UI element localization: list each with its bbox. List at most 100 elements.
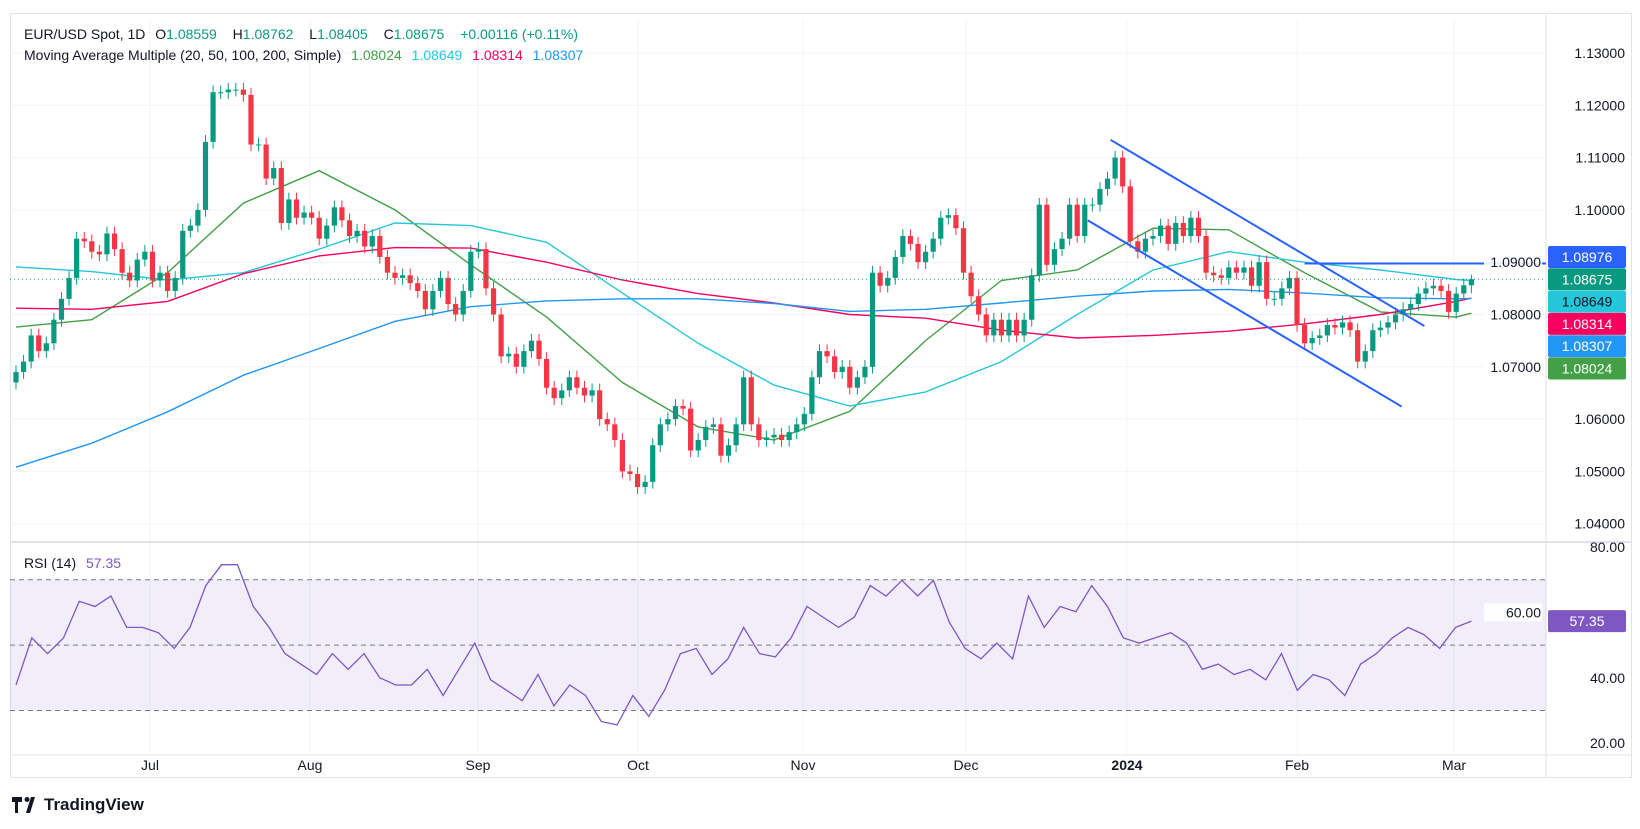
rsi-title[interactable]: RSI (14): [24, 555, 77, 571]
high-value: 1.08762: [242, 26, 294, 42]
candle-body: [240, 89, 246, 95]
candle-body: [801, 413, 807, 425]
candle-body: [930, 238, 936, 252]
candle-body: [1127, 186, 1133, 242]
rsi-axis-label: 60.00: [1506, 604, 1541, 620]
candle-body: [430, 290, 436, 310]
candle-body: [862, 366, 868, 378]
candle-body: [210, 92, 216, 142]
candle-body: [1203, 236, 1209, 273]
candle-body: [392, 272, 398, 278]
candle-body: [1453, 293, 1459, 312]
candle-body: [589, 390, 595, 396]
candle-body: [445, 277, 451, 305]
candle-body: [665, 419, 671, 425]
candle-body: [816, 351, 823, 378]
candle-body: [1218, 275, 1224, 278]
candle-body: [1051, 249, 1058, 265]
candle-body: [710, 424, 716, 427]
candle-body: [1036, 204, 1042, 276]
candle-body: [695, 440, 701, 451]
candle-body: [1461, 285, 1467, 294]
price-axis-label: 1.12000: [1574, 97, 1625, 113]
candle-body: [915, 243, 921, 263]
candle-body: [650, 445, 656, 482]
candle-body: [187, 225, 193, 231]
price-axis-label: 1.13000: [1574, 45, 1625, 61]
candle-body: [1446, 290, 1452, 312]
candle-body: [574, 377, 580, 388]
candle-body: [172, 277, 178, 291]
candle-body: [1324, 324, 1330, 336]
candle-body: [907, 236, 914, 244]
candle-body: [475, 249, 481, 252]
candles: [13, 82, 1474, 494]
price-label-text: 1.08649: [1562, 294, 1613, 310]
candle-body: [847, 366, 853, 388]
change-value: +0.00116 (+0.11%): [460, 26, 578, 42]
symbol-title[interactable]: EUR/USD Spot, 1D: [24, 26, 146, 42]
candle-body: [460, 290, 466, 315]
tradingview-logo[interactable]: TradingView: [12, 795, 144, 815]
candle-body: [1233, 267, 1239, 273]
candle-body: [248, 94, 254, 145]
ma-title[interactable]: Moving Average Multiple (20, 50, 100, 20…: [24, 47, 342, 63]
candle-body: [202, 141, 209, 210]
candle-body: [1021, 319, 1027, 336]
candle-body: [1044, 204, 1050, 265]
candle-body: [976, 296, 982, 315]
candle-body: [998, 319, 1004, 336]
open-value: 1.08559: [166, 26, 217, 42]
candle-body: [1271, 298, 1277, 300]
candle-body: [1241, 267, 1247, 273]
candle-body: [1317, 335, 1323, 339]
candle-body: [953, 215, 959, 229]
price-label-badge: [1548, 312, 1626, 335]
candle-body: [263, 144, 269, 179]
rsi-legend: RSI (14) 57.35: [24, 555, 127, 571]
time-axis-label: Feb: [1285, 757, 1309, 773]
candle-body: [1248, 267, 1255, 286]
candle-body: [1211, 272, 1217, 276]
candle-body: [225, 89, 231, 93]
candle-body: [1294, 277, 1300, 325]
candle-body: [604, 419, 610, 425]
candle-body: [51, 319, 57, 344]
ma20-value: 1.08024: [351, 47, 402, 63]
price-axis-label: 1.05000: [1574, 463, 1625, 479]
candle-body: [218, 92, 224, 94]
candle-body: [1332, 324, 1338, 328]
price-axis-label: 1.08000: [1490, 307, 1541, 323]
price-axis-label: 1.06000: [1574, 411, 1625, 427]
candle-body: [157, 272, 163, 281]
candle-body: [854, 377, 860, 388]
price-label-text: 1.08314: [1562, 316, 1613, 332]
candle-body: [581, 387, 588, 396]
candle-body: [1173, 222, 1179, 244]
candle-body: [331, 207, 337, 226]
candle-body: [255, 144, 262, 146]
candle-body: [1059, 238, 1065, 250]
candle-body: [354, 230, 360, 237]
candle-body: [1097, 188, 1103, 205]
candle-body: [1256, 262, 1262, 286]
candle-body: [657, 424, 663, 446]
candle-body: [1165, 225, 1171, 244]
candle-body: [1468, 279, 1474, 286]
rsi-label-text: 57.35: [1569, 613, 1604, 629]
ma50-line: [15, 222, 1472, 407]
candle-body: [119, 249, 125, 273]
candle-body: [286, 199, 292, 223]
candle-body: [74, 238, 80, 278]
candle-body: [1120, 157, 1126, 187]
candle-body: [680, 406, 686, 409]
price-label-text: 1.08024: [1562, 361, 1613, 377]
candle-body: [733, 424, 739, 446]
candle-body: [809, 377, 815, 414]
candle-body: [399, 275, 406, 278]
candle-body: [134, 259, 140, 281]
candle-body: [1286, 277, 1293, 289]
candle-body: [786, 432, 792, 441]
